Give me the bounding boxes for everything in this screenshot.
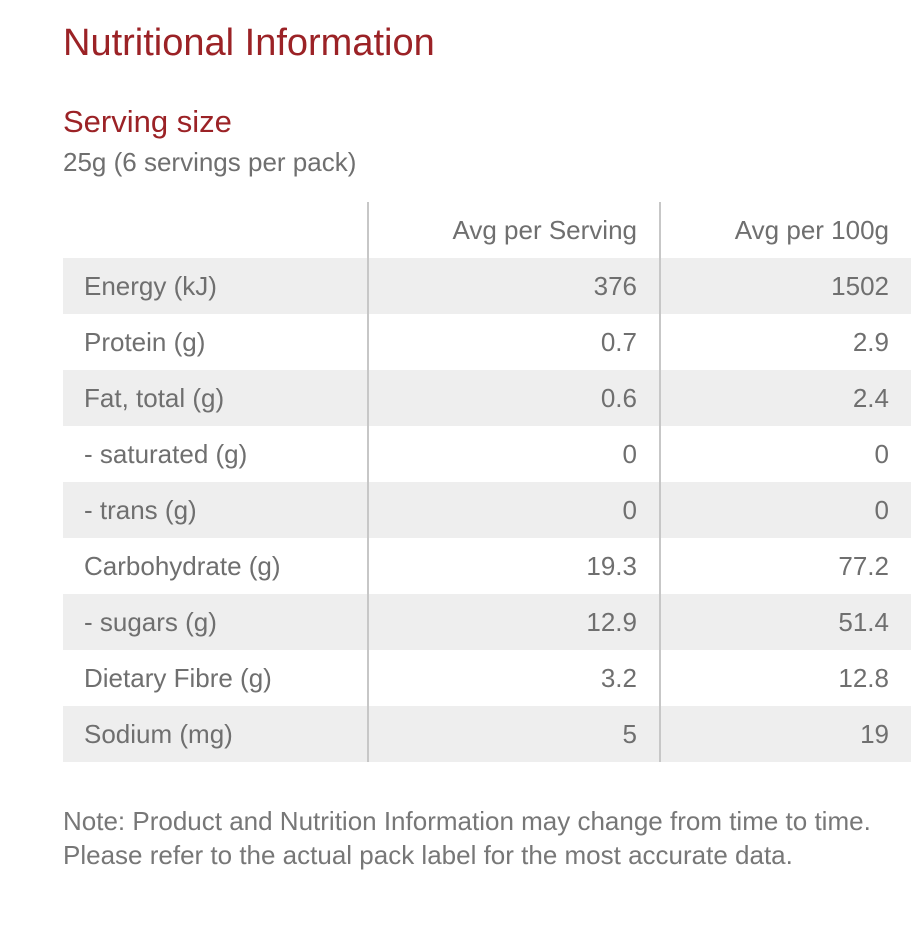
per-100g-value: 51.4 [659, 594, 911, 650]
per-100g-value: 0 [659, 426, 911, 482]
table-row: Energy (kJ) 376 1502 [63, 258, 911, 314]
avg-per-100g-header: Avg per 100g [659, 202, 911, 258]
per-100g-value: 19 [659, 706, 911, 762]
per-serving-value: 12.9 [367, 594, 660, 650]
per-100g-value: 0 [659, 482, 911, 538]
per-serving-value: 5 [367, 706, 660, 762]
nutrient-name: - sugars (g) [63, 594, 368, 650]
table-row: - saturated (g) 0 0 [63, 426, 911, 482]
per-100g-value: 1502 [659, 258, 911, 314]
per-serving-value: 3.2 [367, 650, 660, 706]
per-serving-value: 19.3 [367, 538, 660, 594]
per-serving-value: 0.7 [367, 314, 660, 370]
table-row: - trans (g) 0 0 [63, 482, 911, 538]
serving-size-value: 25g (6 servings per pack) [63, 147, 357, 177]
nutrient-column-header [63, 202, 368, 258]
nutrient-name: Sodium (mg) [63, 706, 368, 762]
nutrient-name: Dietary Fibre (g) [84, 662, 272, 693]
table-row: - sugars (g) 12.9 51.4 [63, 594, 911, 650]
nutrient-name: Fat, total (g) [63, 370, 368, 426]
table-row: Protein (g) 0.7 2.9 [63, 314, 911, 370]
table-header-row: Avg per Serving Avg per 100g [63, 202, 911, 258]
per-100g-value: 2.4 [659, 370, 911, 426]
per-serving-value: 0.6 [367, 370, 660, 426]
page-title: Nutritional Information [63, 22, 435, 64]
table-row: Sodium (mg) 5 19 [63, 706, 911, 762]
nutrient-name: Carbohydrate (g) [84, 550, 281, 581]
nutrition-table: Avg per Serving Avg per 100g Energy (kJ)… [63, 202, 911, 762]
avg-per-serving-header: Avg per Serving [367, 202, 660, 258]
nutrient-name: - trans (g) [63, 482, 368, 538]
per-serving-value: 0 [367, 482, 660, 538]
table-row: Carbohydrate (g) 19.3 77.2 [63, 538, 911, 594]
per-serving-value: 376 [367, 258, 660, 314]
table-row: Dietary Fibre (g) 3.2 12.8 [63, 650, 911, 706]
per-100g-value: 2.9 [659, 314, 911, 370]
per-100g-value: 12.8 [659, 650, 911, 706]
nutrient-name: Protein (g) [84, 326, 206, 357]
table-row: Fat, total (g) 0.6 2.4 [63, 370, 911, 426]
nutrient-name: - saturated (g) [84, 438, 248, 469]
per-100g-value: 77.2 [659, 538, 911, 594]
serving-size-heading: Serving size [63, 104, 232, 139]
nutrient-name: Energy (kJ) [63, 258, 368, 314]
disclaimer-note: Note: Product and Nutrition Information … [63, 806, 871, 870]
per-serving-value: 0 [367, 426, 660, 482]
